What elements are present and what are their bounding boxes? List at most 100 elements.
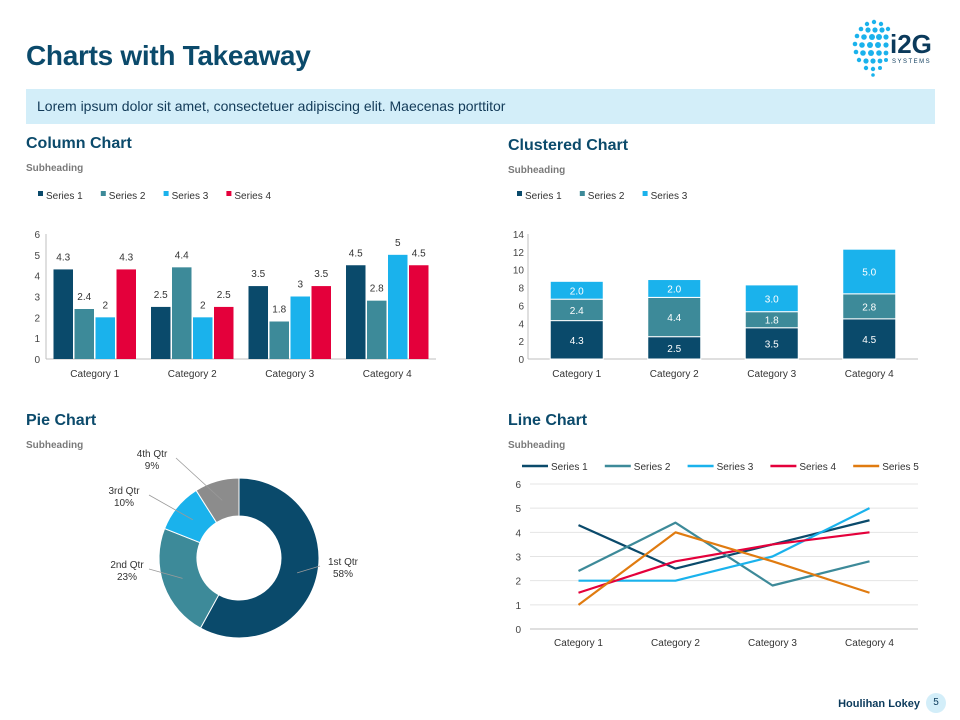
column-bar-series-1-category-3 (248, 286, 268, 359)
line-series-series-2 (578, 521, 870, 587)
clustered-y-tick: 0 (518, 355, 524, 366)
column-bar-series-3-category-2 (193, 317, 213, 359)
line-y-tick: 2 (515, 577, 521, 588)
pie-chart-title: Pie Chart (26, 412, 97, 429)
column-legend-series-1: Series 1 (46, 191, 83, 202)
pie-slice-4th-qtr (195, 477, 240, 524)
pie-pct-3rd-qtr: 10% (114, 498, 134, 509)
clustered-bar-series-2-category-4 (842, 293, 897, 320)
pie-pct-4th-qtr: 9% (145, 461, 160, 472)
pie-slice-1st-qtr (199, 477, 320, 639)
line-y-tick: 6 (515, 480, 521, 491)
column-bar-series-4-category-1 (116, 269, 136, 359)
column-bar-series-4-category-3 (311, 286, 331, 359)
clustered-legend-series-2: Series 2 (588, 191, 625, 202)
line-series-series-5 (577, 531, 870, 606)
column-data-label: 4.5 (412, 248, 426, 259)
page-title: Charts with Takeaway (26, 40, 311, 71)
column-data-label: 3 (297, 280, 303, 291)
pie-label-1st-qtr: 1st Qtr (328, 557, 359, 568)
clustered-x-tick: Category 3 (747, 369, 796, 380)
takeaway-banner: Lorem ipsum dolor sit amet, consectetuer… (26, 89, 935, 124)
column-data-label: 2.4 (77, 292, 91, 303)
column-x-tick: Category 1 (70, 369, 119, 380)
column-y-tick: 1 (34, 334, 40, 345)
clustered-data-label: 2.5 (667, 344, 681, 355)
column-legend-swatch-series-2 (100, 191, 106, 196)
clustered-y-tick: 10 (513, 266, 525, 277)
pie-leader-line (148, 494, 193, 521)
line-legend-series-1: Series 1 (551, 462, 588, 473)
column-y-tick: 2 (34, 313, 40, 324)
footer-brand: Houlihan Lokey (838, 698, 920, 710)
pie-label-4th-qtr: 4th Qtr (137, 449, 168, 460)
pie-leader-line (148, 568, 183, 579)
clustered-data-label: 3.5 (765, 339, 779, 350)
logo-globe-icon: i2G SYSTEMS (852, 19, 932, 77)
column-bar-series-3-category-1 (95, 317, 115, 359)
column-data-label: 2 (200, 300, 206, 311)
pie-leader-line (296, 565, 321, 574)
column-y-tick: 6 (34, 230, 40, 241)
column-bar-series-1-category-2 (151, 306, 171, 359)
clustered-x-tick: Category 1 (552, 369, 601, 380)
clustered-legend-swatch-series-3 (642, 191, 648, 196)
clustered-legend-series-3: Series 3 (651, 191, 688, 202)
column-bar-series-3-category-3 (290, 296, 310, 359)
clustered-data-label: 4.3 (570, 336, 584, 347)
column-bar-series-1-category-1 (53, 269, 73, 359)
pie-label-3rd-qtr: 3rd Qtr (108, 486, 140, 497)
clustered-data-label: 2.8 (862, 302, 876, 313)
column-data-label: 2.8 (370, 284, 384, 295)
line-series-series-4 (578, 531, 870, 594)
clustered-bar-series-3-category-4 (842, 248, 897, 295)
clustered-data-label: 3.0 (765, 294, 779, 305)
line-series-series-3 (578, 507, 870, 582)
clustered-data-label: 2.4 (570, 306, 584, 317)
page-number-badge: 5 (926, 693, 946, 713)
column-bar-series-2-category-1 (74, 309, 94, 359)
line-y-tick: 3 (515, 553, 521, 564)
pie-pct-2nd-qtr: 23% (117, 572, 137, 583)
clustered-legend-swatch-series-2 (579, 191, 585, 196)
clustered-bar-series-3-category-1 (549, 280, 604, 300)
clustered-bar-series-1-category-3 (744, 327, 799, 360)
column-data-label: 2.5 (217, 290, 231, 301)
column-data-label: 4.5 (349, 248, 363, 259)
pie-leader-line (175, 457, 223, 501)
clustered-bar-series-1-category-4 (842, 318, 897, 360)
clustered-y-tick: 14 (513, 230, 525, 241)
column-legend-swatch-series-4 (226, 191, 232, 196)
column-chart-subheading: Subheading (26, 163, 84, 174)
column-bar-series-1-category-4 (346, 265, 366, 359)
column-x-tick: Category 3 (265, 369, 314, 380)
takeaway-text: Lorem ipsum dolor sit amet, consectetuer… (37, 98, 506, 114)
logo-text: i2G (890, 29, 932, 59)
clustered-legend-swatch-series-1 (517, 191, 522, 196)
clustered-y-tick: 6 (518, 301, 524, 312)
clustered-chart: Series 1 Series 2 Series 3 0 2 4 6 8 10 12 14 Categ… (513, 191, 918, 380)
pie-chart-subheading: Subheading (26, 440, 84, 451)
line-series-series-1 (578, 519, 870, 570)
column-data-label: 4.4 (175, 250, 189, 261)
column-bar-series-2-category-3 (269, 321, 289, 359)
clustered-data-label: 2.0 (570, 286, 584, 297)
clustered-bar-series-3-category-2 (647, 279, 702, 298)
line-chart-title: Line Chart (508, 412, 588, 429)
line-x-tick: Category 1 (554, 638, 603, 649)
clustered-y-tick: 2 (518, 337, 524, 348)
line-x-tick: Category 3 (748, 638, 797, 649)
line-y-tick: 0 (515, 625, 521, 636)
line-x-tick: Category 4 (845, 638, 894, 649)
column-legend-swatch-series-1 (38, 191, 43, 196)
line-legend-series-4: Series 4 (799, 462, 836, 473)
clustered-y-tick: 8 (518, 284, 524, 295)
clustered-bar-series-1-category-1 (549, 320, 604, 360)
line-chart-subheading: Subheading (508, 440, 566, 451)
clustered-data-label: 5.0 (862, 268, 876, 279)
clustered-bar-series-3-category-3 (744, 284, 799, 313)
company-logo: i2G SYSTEMS (846, 12, 940, 82)
line-chart: Series 1 Series 2 Series 3 Series 4 Series 5… (515, 462, 919, 649)
column-y-tick: 4 (34, 272, 40, 283)
